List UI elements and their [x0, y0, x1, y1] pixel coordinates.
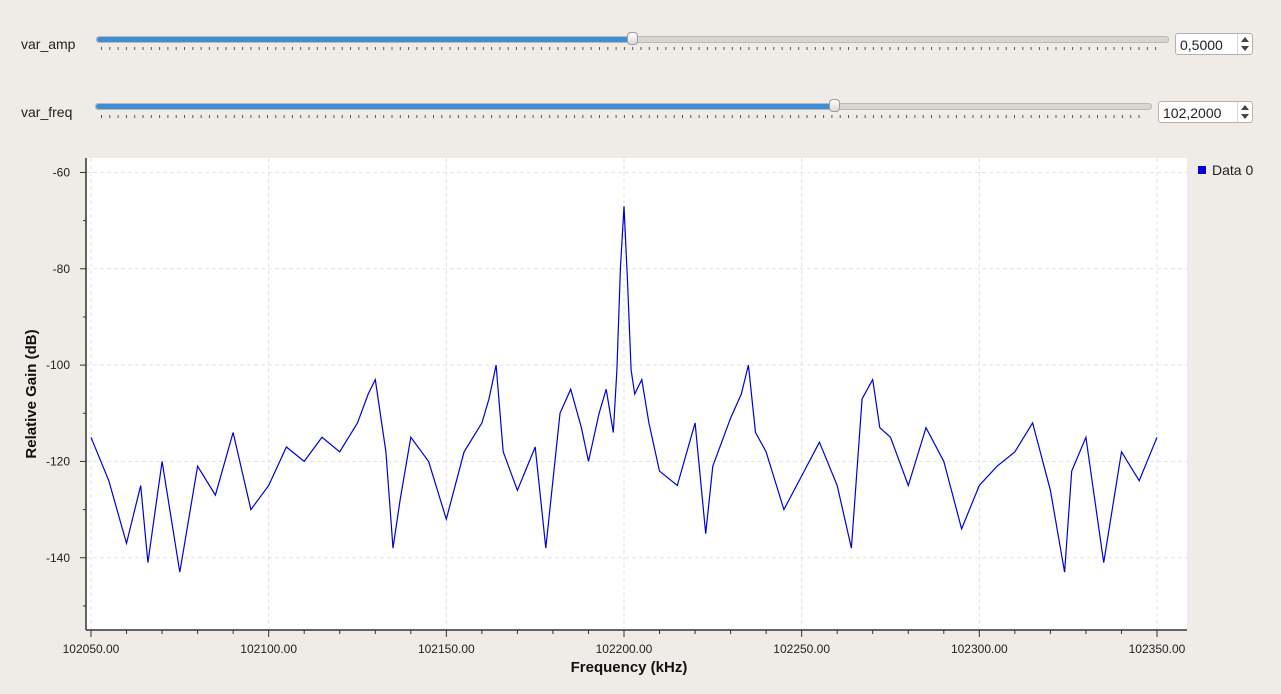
y-tick-label: -100 [46, 358, 70, 372]
var-amp-slider-fill [97, 37, 633, 42]
var-amp-slider[interactable] [96, 32, 1169, 45]
var-amp-decrement-icon[interactable] [1241, 46, 1249, 51]
legend-swatch [1198, 166, 1206, 174]
legend-label: Data 0 [1212, 162, 1254, 178]
y-tick-label: -140 [46, 551, 70, 565]
var-freq-stepper[interactable] [1237, 102, 1252, 122]
x-tick-label: 102100.00 [240, 642, 297, 656]
x-axis-ticks: 102050.00 102100.00 102150.00 102200.00 1022… [63, 630, 1186, 656]
x-tick-label: 102300.00 [951, 642, 1008, 656]
x-tick-label: 102200.00 [596, 642, 653, 656]
y-tick-label: -120 [46, 454, 70, 468]
var-amp-stepper[interactable] [1237, 34, 1252, 54]
plot-canvas[interactable] [86, 158, 1187, 630]
y-tick-label: -80 [53, 262, 71, 276]
var-freq-value[interactable]: 102,2000 [1163, 105, 1222, 121]
var-freq-slider-handle[interactable] [828, 99, 840, 112]
x-tick-label: 102050.00 [63, 642, 120, 656]
var-amp-tick-marks [101, 47, 1157, 50]
var-amp-increment-icon[interactable] [1241, 37, 1249, 42]
y-axis-ticks: -60 -80 -100 -120 -140 [46, 165, 86, 607]
var-freq-tick-marks [101, 115, 1140, 118]
var-freq-slider-fill [96, 104, 835, 109]
var-freq-increment-icon[interactable] [1241, 105, 1249, 110]
x-tick-label: 102250.00 [773, 642, 830, 656]
var-freq-slider[interactable] [95, 99, 1152, 112]
legend[interactable]: Data 0 [1198, 162, 1253, 178]
var-freq-spinbox[interactable]: 102,2000 [1158, 101, 1253, 123]
y-axis-label: Relative Gain (dB) [23, 329, 40, 458]
series-data-0-line [90, 206, 1158, 573]
var-freq-decrement-icon[interactable] [1241, 114, 1249, 119]
var-amp-label: var_amp [21, 36, 76, 52]
var-amp-spinbox[interactable]: 0,5000 [1175, 33, 1253, 55]
var-amp-slider-handle[interactable] [626, 32, 638, 45]
x-tick-label: 102350.00 [1129, 642, 1186, 656]
x-axis-label: Frequency (kHz) [571, 659, 688, 676]
x-tick-label: 102150.00 [418, 642, 475, 656]
y-tick-label: -60 [53, 165, 71, 179]
var-amp-value[interactable]: 0,5000 [1180, 37, 1223, 53]
var-freq-label: var_freq [21, 104, 73, 120]
